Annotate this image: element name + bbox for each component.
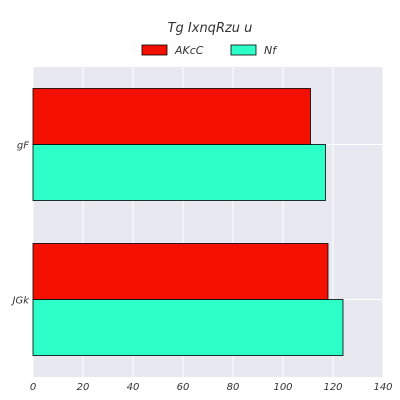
y-axis-ticks: gF JGk [11, 141, 31, 307]
x-tick-label: 60 [177, 382, 190, 393]
x-tick-label: 120 [323, 382, 342, 393]
legend-label-Nf: Nf [264, 44, 278, 57]
bar-AKcC-JGk [32, 243, 329, 300]
bar-AKcC-gF [32, 88, 311, 145]
x-axis-ticks: 0 20 40 60 80 100 120 140 [30, 382, 393, 393]
legend: AKcC Nf [141, 44, 278, 57]
legend-label-AKcC: AKcC [174, 44, 204, 57]
chart-title: Tg IxnqRzu u [168, 21, 253, 36]
legend-swatch-AKcC [141, 44, 168, 56]
x-tick-label: 0 [30, 382, 36, 393]
x-tick-label: 80 [227, 382, 240, 393]
x-tick-label: 140 [373, 382, 392, 393]
bars [32, 88, 344, 356]
y-tick-label: gF [17, 141, 29, 152]
bar-Nf-gF [32, 144, 326, 201]
x-tick-label: 20 [77, 382, 90, 393]
y-tick-label: JGk [11, 296, 31, 307]
legend-swatch-Nf [230, 44, 257, 56]
bar-Nf-JGk [32, 299, 344, 356]
x-tick-label: 40 [127, 382, 140, 393]
x-tick-label: 100 [273, 382, 292, 393]
